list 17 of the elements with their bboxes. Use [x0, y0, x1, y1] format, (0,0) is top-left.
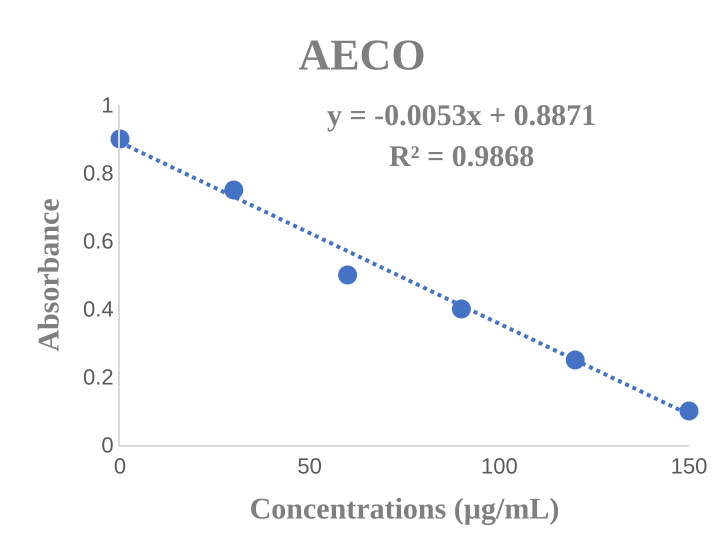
annotation: y = -0.0053x + 0.8871	[327, 99, 596, 132]
y-tick-label: 0.2	[83, 364, 114, 390]
x-tick-label: 150	[670, 453, 708, 478]
y-tick-label: 0.4	[83, 296, 114, 322]
chart-title: AECO	[298, 30, 426, 80]
x-tick-label: 100	[480, 453, 518, 478]
point	[224, 180, 244, 200]
y-tick-label: 0.6	[83, 228, 114, 254]
y-axis-title: Absorbance	[32, 198, 66, 352]
annotation: R² = 0.9868	[389, 140, 534, 173]
y-tick-label: 1	[101, 92, 114, 118]
x-axis-title: Concentrations (µg/mL)	[250, 492, 560, 526]
x-tick-label: 50	[297, 453, 322, 478]
point	[680, 402, 698, 420]
point	[338, 266, 358, 284]
y-tick-label: 0	[101, 432, 114, 458]
y-tick-label: 0.8	[83, 160, 114, 186]
